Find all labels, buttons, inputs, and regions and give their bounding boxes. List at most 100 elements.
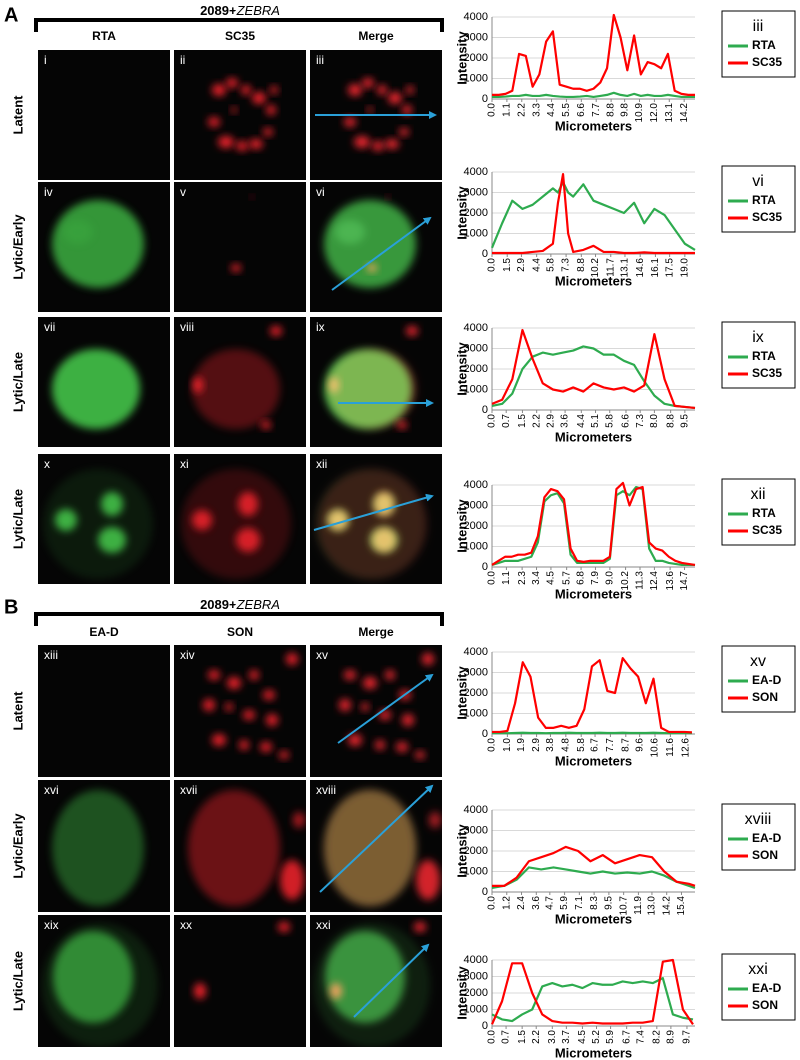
y-tick-label: 2000 [464,987,488,999]
image-label: v [180,185,186,199]
image-label: xxi [316,918,331,932]
y-tick-label: 4000 [464,954,488,966]
x-tick-label: 8.8 [576,258,587,272]
fluorescence [241,85,251,95]
x-tick-label: 6.8 [576,571,587,585]
fluorescence [399,128,409,136]
legend-title: xii [750,486,765,503]
x-tick-label: 9.5 [679,414,690,428]
y-tick-label: 1000 [464,72,488,84]
profile-arrow [319,784,434,893]
x-tick-label: 6.6 [576,103,587,117]
micrograph: xx [174,915,306,1047]
fluorescence [344,670,356,680]
x-tick-label: 11.7 [605,258,616,277]
fluorescence [63,220,93,244]
legend-label: EA-D [752,981,782,995]
legend-label: SC35 [752,523,782,537]
x-tick-label: 4.4 [531,258,542,272]
x-tick-label: 7.3 [635,414,646,428]
image-label: ix [316,320,325,334]
fluorescence [386,195,390,199]
x-tick-label: 4.5 [577,1030,588,1044]
fluorescence [203,699,215,711]
panel-letter: A [4,4,18,26]
fluorescence [375,740,385,750]
fluorescence [279,751,289,759]
x-tick-label: 19.0 [679,258,690,278]
micrograph: ix [310,317,442,447]
legend-title: xxi [748,961,768,978]
y-axis-title: Intensity [454,186,469,240]
x-tick-label: 2.9 [546,414,557,428]
x-tick-label: 7.7 [605,738,616,752]
fluorescence [377,85,387,95]
fluorescence [367,107,373,113]
y-tick-label: 1000 [464,707,488,719]
micrograph: xiv [174,645,306,777]
fluorescence [53,931,133,1023]
fluorescence [385,139,399,149]
y-tick-label: 0 [482,886,488,898]
x-tick-label: 4.8 [560,738,571,752]
x-tick-label: 10.7 [618,896,629,916]
x-tick-label: 0.0 [487,738,498,752]
fluorescence [52,200,144,288]
x-tick-label: 3.7 [561,1030,572,1044]
fluorescence [429,812,441,828]
fluorescence [192,349,280,429]
x-tick-label: 7.9 [590,571,601,585]
micrograph: iii [310,50,442,180]
fluorescence [236,528,260,552]
image-label: x [44,457,50,471]
legend-title: xviii [745,811,772,828]
x-tick-label: 0.0 [487,103,498,117]
legend-title: xv [750,653,766,670]
x-tick-label: 9.5 [604,896,615,910]
legend-label: SC35 [752,55,782,69]
image-background [174,182,306,312]
y-tick-label: 0 [482,248,488,260]
fluorescence [406,326,418,336]
fluorescence [339,699,351,711]
micrograph: vii [38,317,170,447]
profile-line [492,13,695,96]
fluorescence [225,703,233,711]
fluorescence [335,220,365,244]
fluorescence [266,714,278,726]
header-gene: ZEBRA [236,597,280,612]
x-tick-label: 8.3 [589,896,600,910]
fluorescence [328,510,348,530]
fluorescence [402,714,414,726]
micrograph: xix [38,915,170,1047]
header-prefix: 2089+ [200,3,237,18]
row-label: Latent [10,691,25,731]
legend-box [721,10,796,78]
image-label: xiv [180,648,195,662]
fluorescence [280,860,304,900]
legend-title: ix [752,329,764,346]
image-label: vi [316,185,325,199]
fluorescence [194,983,206,999]
y-tick-label: 1000 [464,383,488,395]
x-tick-label: 1.1 [501,571,512,585]
fluorescence [243,710,255,720]
column-header: Merge [358,625,394,639]
image-label: xviii [316,783,336,797]
x-tick-label: 1.5 [517,1030,528,1044]
legend-label: SON [752,848,778,862]
row-label: Lytic/Early [10,813,25,879]
fluorescence [406,86,414,94]
profile-line [490,181,696,251]
fluorescence [218,136,234,148]
profile-line [492,91,695,99]
x-axis-title: Micrometers [555,586,632,601]
fluorescence [249,670,259,680]
profile-line [491,866,696,889]
x-tick-label: 0.0 [487,258,498,272]
fluorescence [192,510,212,530]
y-tick-label: 4000 [464,646,488,658]
y-axis-title: Intensity [454,342,469,396]
x-tick-label: 13.1 [664,103,675,123]
x-tick-label: 10.2 [620,571,631,591]
